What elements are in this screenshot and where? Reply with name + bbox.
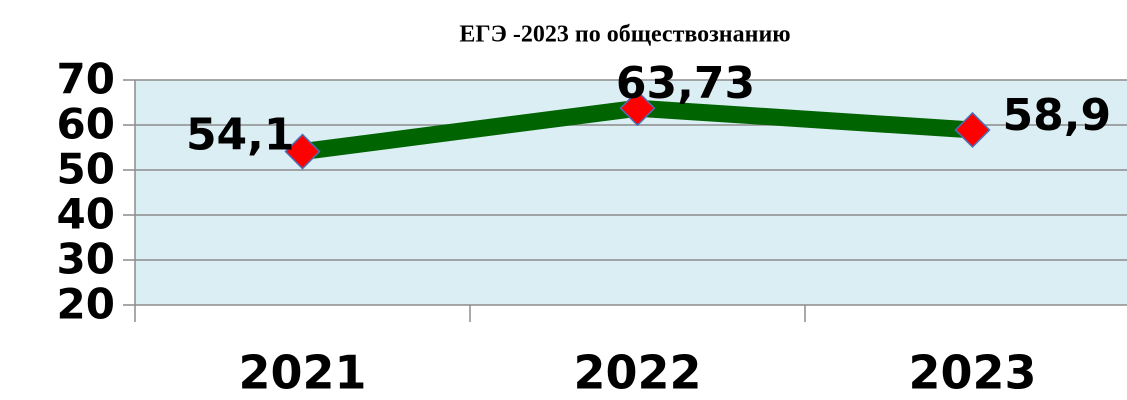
x-tick-label: 2022 [573,346,701,400]
y-tick-label: 40 [57,190,115,239]
y-tick-label: 50 [57,145,115,194]
x-tick-label: 2023 [908,346,1036,400]
y-tick-label: 30 [57,235,115,284]
y-tick-label: 60 [57,100,115,149]
marker [954,111,991,149]
y-tick-label: 20 [57,280,115,329]
data-label: 54,1 [186,110,295,161]
marker [284,133,321,170]
data-label: 58,9 [1003,90,1112,141]
data-label: 63,73 [616,58,755,109]
chart-title: ЕГЭ -2023 по обществознанию [459,22,790,48]
y-tick-label: 70 [57,55,115,104]
x-tick-label: 2021 [238,346,366,400]
marker [619,90,656,127]
